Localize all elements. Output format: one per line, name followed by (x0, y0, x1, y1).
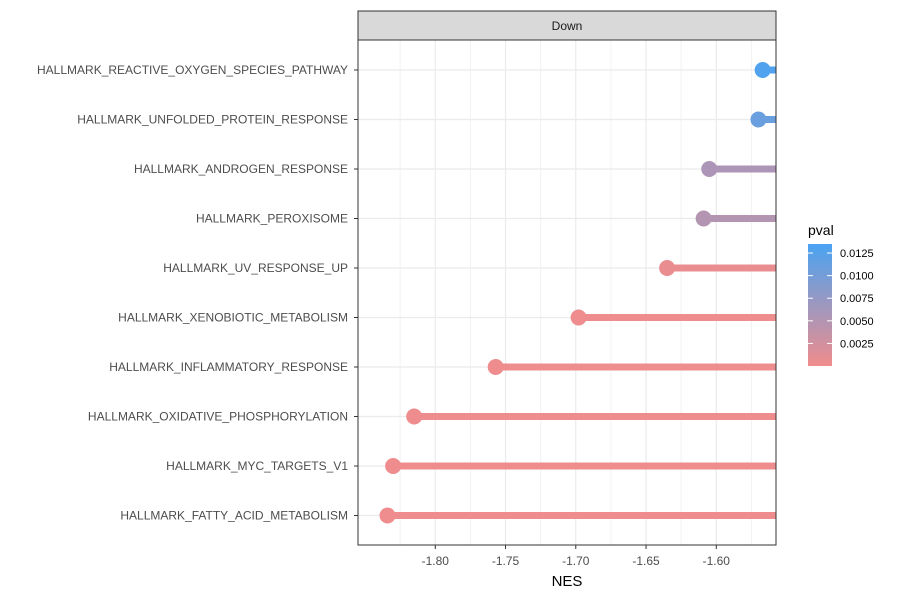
lollipop-point (406, 408, 423, 425)
x-tick-label: -1.80 (422, 554, 450, 568)
x-tick-label: -1.65 (632, 554, 660, 568)
category-label: HALLMARK_FATTY_ACID_METABOLISM (120, 509, 348, 523)
legend-colorbar (808, 244, 832, 366)
x-tick-label: -1.60 (703, 554, 731, 568)
category-label: HALLMARK_REACTIVE_OXYGEN_SPECIES_PATHWAY (37, 63, 348, 77)
color-legend: pval 0.0025 0.0050 0.0075 0.0100 0.0125 (808, 222, 874, 366)
x-tick-label: -1.75 (492, 554, 520, 568)
lollipop-points (379, 62, 771, 524)
category-label: HALLMARK_XENOBIOTIC_METABOLISM (118, 311, 348, 325)
lollipop-point (487, 359, 504, 375)
lollipop-point (750, 111, 767, 128)
category-label: HALLMARK_OXIDATIVE_PHOSPHORYLATION (88, 410, 348, 424)
legend-title: pval (808, 222, 834, 238)
legend-tick-label: 0.0125 (840, 248, 874, 260)
legend-tick-label: 0.0100 (840, 271, 874, 283)
plot-panel (358, 40, 776, 545)
x-axis-ticks: -1.80 -1.75 -1.70 -1.65 -1.60 (422, 545, 731, 568)
x-axis-title: NES (552, 573, 583, 590)
lollipop-point (379, 507, 396, 524)
facet-strip-label: Down (552, 19, 583, 33)
category-label: HALLMARK_MYC_TARGETS_V1 (166, 459, 348, 473)
lollipop-point (385, 458, 402, 474)
lollipop-point (754, 62, 771, 78)
x-tick-label: -1.70 (562, 554, 590, 568)
legend-tick-label: 0.0075 (840, 293, 874, 305)
legend-tick-label: 0.0050 (840, 316, 874, 328)
category-labels: HALLMARK_REACTIVE_OXYGEN_SPECIES_PATHWAY… (37, 63, 358, 523)
lollipop-point (659, 260, 676, 276)
category-label: HALLMARK_UNFOLDED_PROTEIN_RESPONSE (77, 113, 348, 127)
plot-panel-border (357, 39, 777, 546)
lollipop-point (701, 161, 718, 177)
lollipop-point (695, 210, 712, 227)
lollipop-stems (387, 66, 776, 519)
category-label: HALLMARK_UV_RESPONSE_UP (163, 261, 348, 275)
lollipop-point (570, 309, 587, 326)
category-label: HALLMARK_INFLAMMATORY_RESPONSE (109, 360, 348, 374)
legend-ticks: 0.0025 0.0050 0.0075 0.0100 0.0125 (808, 248, 874, 350)
category-label: HALLMARK_PEROXISOME (196, 212, 348, 226)
gridlines (358, 40, 776, 545)
facet-strip (357, 10, 777, 41)
category-label: HALLMARK_ANDROGEN_RESPONSE (134, 162, 348, 176)
legend-tick-label: 0.0025 (840, 338, 874, 350)
